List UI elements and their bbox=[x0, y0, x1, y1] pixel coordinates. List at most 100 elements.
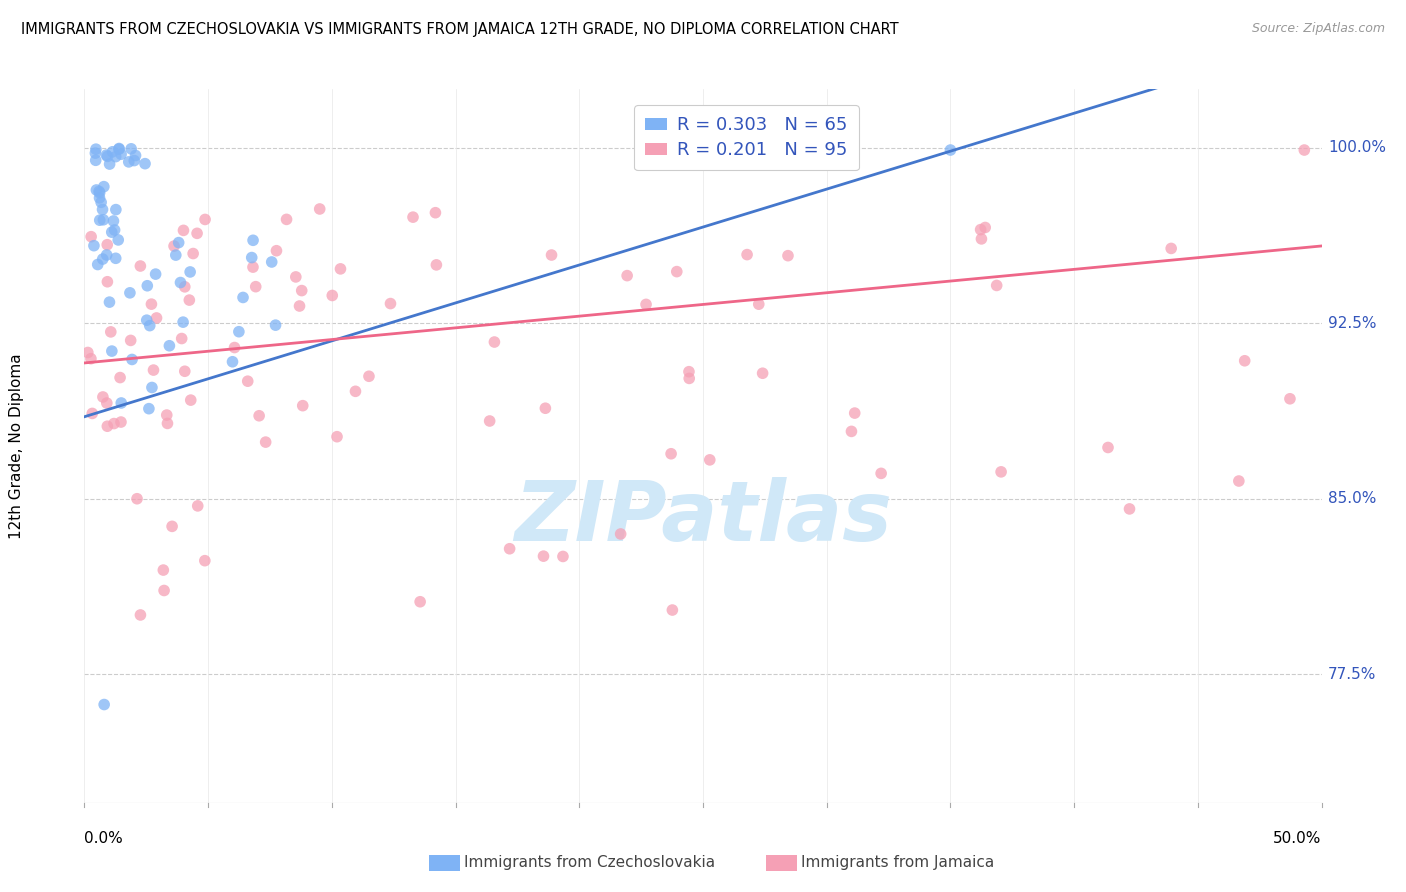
Point bbox=[141, 297, 163, 311]
Point bbox=[91, 202, 114, 217]
Point bbox=[186, 227, 208, 241]
Point bbox=[96, 419, 118, 434]
Point bbox=[221, 355, 243, 369]
Point bbox=[240, 251, 263, 265]
Point bbox=[678, 371, 700, 385]
Point bbox=[409, 595, 432, 609]
Point bbox=[84, 153, 107, 168]
Point bbox=[167, 235, 190, 250]
Point bbox=[1294, 143, 1316, 157]
Point bbox=[104, 223, 127, 237]
Point bbox=[986, 278, 1008, 293]
Point bbox=[484, 334, 506, 349]
Point bbox=[122, 153, 145, 168]
Point bbox=[776, 249, 799, 263]
Point bbox=[108, 142, 131, 156]
Point bbox=[129, 259, 152, 273]
Point bbox=[91, 390, 114, 404]
Point bbox=[104, 202, 127, 217]
Point bbox=[939, 143, 962, 157]
Point bbox=[80, 229, 103, 244]
Point bbox=[533, 549, 555, 563]
Point bbox=[187, 499, 209, 513]
Point bbox=[108, 141, 131, 155]
Point bbox=[841, 425, 863, 439]
Point bbox=[100, 225, 122, 239]
Text: 85.0%: 85.0% bbox=[1327, 491, 1376, 506]
Point bbox=[157, 339, 180, 353]
Point bbox=[86, 258, 108, 272]
Point bbox=[380, 296, 402, 310]
Point bbox=[96, 275, 118, 289]
Point bbox=[661, 603, 683, 617]
Point bbox=[970, 232, 993, 246]
Point bbox=[96, 149, 118, 163]
Point bbox=[194, 212, 217, 227]
Point bbox=[120, 334, 142, 348]
Point bbox=[194, 554, 217, 568]
Point bbox=[86, 183, 108, 197]
Point bbox=[609, 527, 631, 541]
Point bbox=[93, 212, 115, 227]
Point bbox=[678, 365, 700, 379]
Point bbox=[134, 156, 156, 170]
Point bbox=[89, 191, 111, 205]
Point bbox=[616, 268, 638, 283]
Point bbox=[107, 233, 129, 247]
Point bbox=[969, 222, 991, 236]
Point bbox=[89, 213, 111, 227]
Point bbox=[551, 549, 574, 564]
Point bbox=[326, 430, 349, 444]
Point bbox=[104, 252, 127, 266]
Point bbox=[96, 148, 118, 162]
Point bbox=[141, 380, 163, 394]
Point bbox=[125, 491, 148, 506]
Point bbox=[242, 260, 264, 274]
Point bbox=[169, 276, 191, 290]
Point bbox=[87, 185, 110, 199]
Point bbox=[83, 238, 105, 252]
Point bbox=[170, 332, 193, 346]
Point bbox=[180, 393, 202, 408]
Point bbox=[90, 195, 112, 210]
Point bbox=[121, 352, 143, 367]
Point bbox=[80, 351, 103, 366]
Point bbox=[534, 401, 557, 416]
Text: ZIPatlas: ZIPatlas bbox=[515, 477, 891, 558]
Point bbox=[120, 142, 142, 156]
Point bbox=[844, 406, 866, 420]
Point bbox=[242, 233, 264, 247]
Point bbox=[103, 417, 125, 431]
Point bbox=[84, 146, 107, 161]
Point bbox=[181, 246, 204, 260]
Point bbox=[118, 285, 141, 300]
Point bbox=[1118, 502, 1140, 516]
Point bbox=[1160, 242, 1182, 256]
Point bbox=[245, 279, 267, 293]
Point bbox=[1233, 353, 1256, 368]
Point bbox=[173, 364, 195, 378]
Point bbox=[98, 157, 121, 171]
Point bbox=[135, 313, 157, 327]
Text: Immigrants from Jamaica: Immigrants from Jamaica bbox=[801, 855, 994, 870]
Point bbox=[540, 248, 562, 262]
Point bbox=[634, 297, 657, 311]
Point bbox=[870, 467, 893, 481]
Legend: R = 0.303   N = 65, R = 0.201   N = 95: R = 0.303 N = 65, R = 0.201 N = 95 bbox=[634, 105, 859, 170]
Point bbox=[138, 401, 160, 416]
Point bbox=[357, 369, 380, 384]
Text: 100.0%: 100.0% bbox=[1327, 140, 1386, 155]
Point bbox=[118, 154, 141, 169]
Point bbox=[160, 519, 183, 533]
Point bbox=[1278, 392, 1301, 406]
Point bbox=[108, 370, 131, 384]
Text: Source: ZipAtlas.com: Source: ZipAtlas.com bbox=[1251, 22, 1385, 36]
Point bbox=[91, 252, 114, 266]
Point bbox=[165, 248, 187, 262]
Point bbox=[264, 318, 287, 333]
Point bbox=[329, 261, 352, 276]
Point bbox=[173, 280, 195, 294]
Point bbox=[124, 148, 146, 162]
Point bbox=[665, 264, 688, 278]
Text: 50.0%: 50.0% bbox=[1274, 830, 1322, 846]
